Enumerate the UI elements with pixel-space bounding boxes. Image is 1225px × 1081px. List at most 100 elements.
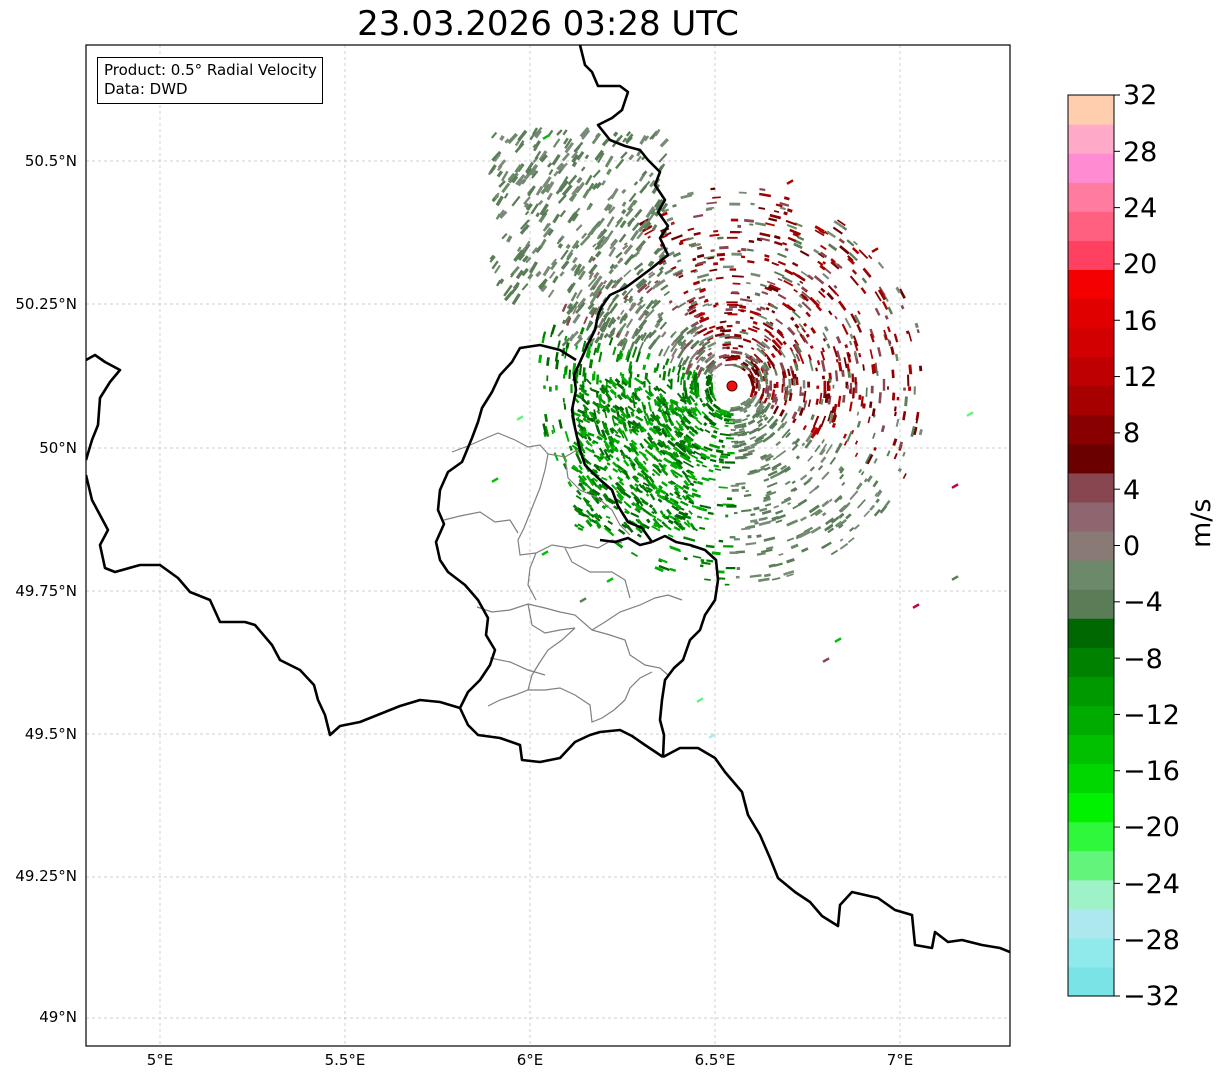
velocity-echo xyxy=(801,301,812,312)
velocity-echo xyxy=(538,354,543,363)
velocity-echo xyxy=(658,393,664,398)
velocity-echo xyxy=(826,230,837,239)
map-title: 23.03.2026 03:28 UTC xyxy=(357,4,739,44)
velocity-echo xyxy=(631,428,637,433)
velocity-echo xyxy=(807,274,814,281)
velocity-echo xyxy=(764,286,773,292)
velocity-echo xyxy=(658,484,663,490)
velocity-echo xyxy=(562,129,568,136)
velocity-echo xyxy=(692,555,702,559)
velocity-echo xyxy=(687,474,698,481)
velocity-echo xyxy=(552,275,559,284)
velocity-echo xyxy=(542,176,552,188)
velocity-echo xyxy=(740,298,753,303)
velocity-echo xyxy=(582,403,590,411)
velocity-echo xyxy=(709,268,718,272)
velocity-echo xyxy=(654,279,659,284)
velocity-echo xyxy=(489,255,496,263)
velocity-echo xyxy=(746,296,751,299)
velocity-echo xyxy=(680,422,686,427)
velocity-echo xyxy=(851,387,856,399)
velocity-echo xyxy=(782,340,787,346)
velocity-echo xyxy=(864,453,873,465)
velocity-echo xyxy=(657,439,665,448)
velocity-echo xyxy=(700,558,705,563)
velocity-echo xyxy=(591,488,601,496)
velocity-echo xyxy=(535,245,543,254)
velocity-echo xyxy=(763,373,769,385)
velocity-echo xyxy=(718,539,724,543)
velocity-echo xyxy=(819,392,823,404)
velocity-echo xyxy=(730,428,736,432)
velocity-echo xyxy=(566,252,574,261)
velocity-echo xyxy=(878,392,882,404)
velocity-echo xyxy=(771,344,779,352)
velocity-echo xyxy=(674,332,684,343)
velocity-echo xyxy=(602,385,607,389)
velocity-echo xyxy=(553,170,559,177)
velocity-echo xyxy=(858,394,862,400)
velocity-echo xyxy=(792,232,800,238)
velocity-echo xyxy=(771,261,780,267)
velocity-echo xyxy=(913,386,916,395)
velocity-echo xyxy=(621,376,630,385)
velocity-echo xyxy=(659,449,666,456)
velocity-echo xyxy=(603,524,612,532)
velocity-echo xyxy=(724,311,733,315)
velocity-echo xyxy=(799,280,804,285)
velocity-echo xyxy=(609,448,615,454)
lon-label: 5.5°E xyxy=(324,1051,366,1069)
velocity-echo xyxy=(826,343,831,349)
velocity-echo xyxy=(709,454,717,458)
velocity-echo xyxy=(841,369,845,377)
velocity-echo xyxy=(660,202,669,213)
map-frame xyxy=(85,44,1011,1047)
velocity-echo xyxy=(692,257,697,262)
velocity-echo xyxy=(758,414,763,419)
velocity-echo xyxy=(756,534,762,538)
velocity-echo xyxy=(642,460,647,465)
velocity-echo xyxy=(585,346,592,358)
velocity-echo xyxy=(793,362,799,372)
velocity-echo xyxy=(751,367,758,376)
velocity-echo xyxy=(794,342,802,354)
velocity-echo xyxy=(489,164,497,174)
velocity-echo xyxy=(608,475,613,480)
data-source-label: Data: DWD xyxy=(104,80,188,98)
velocity-echo xyxy=(705,544,715,549)
velocity-echo xyxy=(641,170,648,177)
velocity-echo xyxy=(671,504,680,512)
velocity-echo xyxy=(649,130,658,140)
velocity-echo xyxy=(708,443,721,450)
velocity-echo xyxy=(763,328,772,335)
velocity-echo xyxy=(654,334,662,342)
velocity-echo xyxy=(898,441,904,449)
velocity-echo xyxy=(561,303,568,313)
velocity-echo xyxy=(591,388,600,394)
velocity-echo xyxy=(855,482,863,491)
colorbar-tick-label: −24 xyxy=(1123,869,1180,900)
velocity-echo xyxy=(517,178,525,187)
velocity-echo xyxy=(647,444,654,451)
velocity-echo xyxy=(638,524,646,530)
velocity-echo xyxy=(763,402,772,413)
velocity-echo xyxy=(756,418,764,425)
colorbar-tick-label: −20 xyxy=(1123,812,1180,843)
velocity-echo xyxy=(688,359,693,365)
velocity-echo xyxy=(871,364,875,375)
velocity-echo xyxy=(574,393,584,400)
velocity-echo xyxy=(755,339,767,349)
velocity-echo xyxy=(781,383,784,393)
velocity-echo xyxy=(622,137,627,143)
velocity-echo xyxy=(877,289,887,301)
velocity-echo xyxy=(645,299,655,310)
velocity-echo xyxy=(525,240,531,247)
velocity-echo xyxy=(687,227,695,232)
velocity-echo xyxy=(646,211,657,223)
velocity-echo xyxy=(622,456,626,460)
velocity-echo xyxy=(627,199,637,212)
velocity-echo xyxy=(606,168,612,176)
velocity-echo xyxy=(694,425,701,431)
velocity-echo xyxy=(725,566,736,570)
velocity-echo xyxy=(820,287,826,293)
